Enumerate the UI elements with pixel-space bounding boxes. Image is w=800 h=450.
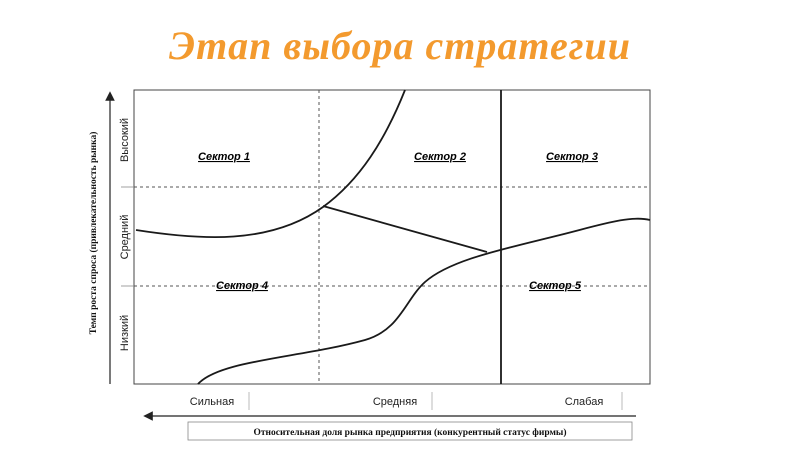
x-level-mid: Средняя: [373, 396, 417, 408]
y-level-low: Низкий: [119, 315, 131, 351]
sector-3-label: Сектор 3: [546, 151, 598, 163]
y-axis-title: Темп роста спроса (привлекательность рын…: [88, 132, 99, 335]
sector-1-label: Сектор 1: [198, 151, 250, 163]
x-level-strong: Сильная: [190, 396, 234, 408]
x-axis-title-box: [187, 421, 633, 441]
x-level-weak: Слабая: [565, 396, 604, 408]
y-level-mid: Средний: [119, 215, 131, 260]
x-axis-title: Относительная доля рынка предприятия (ко…: [253, 427, 566, 438]
sector-2-label: Сектор 2: [414, 151, 466, 163]
upper-boundary-curve: [135, 89, 406, 239]
sector-4-label: Сектор 4: [216, 280, 268, 292]
y-level-high: Высокий: [119, 118, 131, 162]
lower-boundary-curve: [197, 217, 651, 385]
sector-divider-diagonal: [322, 205, 488, 253]
sector-5-label: Сектор 5: [529, 280, 582, 292]
page-title: Этап выбора стратегии: [169, 23, 631, 68]
diagram-frame: [133, 89, 651, 385]
